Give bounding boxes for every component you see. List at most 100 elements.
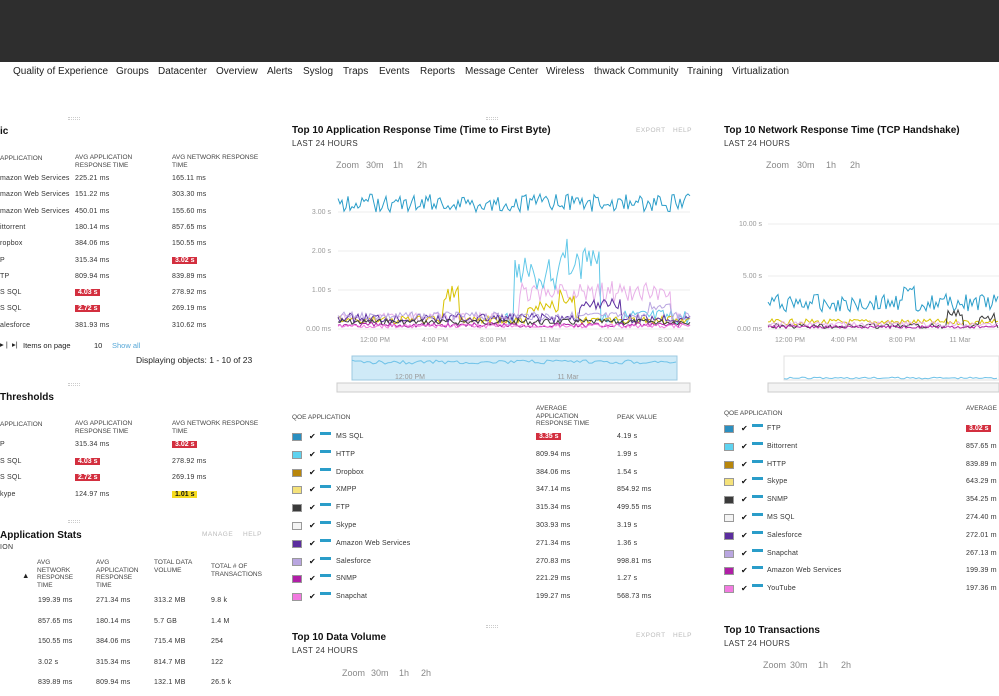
- help-link[interactable]: HELP: [243, 531, 262, 538]
- application-name[interactable]: ittorrent: [0, 223, 26, 231]
- application-name[interactable]: S SQL: [0, 457, 22, 465]
- application-name[interactable]: TP: [0, 272, 10, 280]
- nav-item-syslog[interactable]: Syslog: [303, 66, 334, 77]
- zoom-option[interactable]: 30m: [790, 660, 808, 670]
- column-header[interactable]: AVERAGE: [966, 405, 997, 412]
- application-name[interactable]: S SQL: [0, 474, 22, 481]
- column-header[interactable]: AVERAGE APPLICATION RESPONSE TIME: [536, 405, 590, 427]
- application-name[interactable]: Skype: [767, 478, 788, 486]
- help-link[interactable]: HELP: [673, 127, 692, 134]
- nav-item-alerts[interactable]: Alerts: [267, 66, 293, 77]
- visibility-checkbox[interactable]: ✔: [741, 513, 748, 522]
- visibility-checkbox[interactable]: ✔: [309, 432, 316, 441]
- export-link[interactable]: EXPORT: [636, 632, 666, 639]
- application-name[interactable]: P: [0, 256, 5, 264]
- column-header[interactable]: QOE APPLICATION: [292, 414, 351, 421]
- column-header[interactable]: TOTAL # OF TRANSACTIONS: [211, 563, 262, 578]
- application-name[interactable]: XMPP: [336, 486, 357, 494]
- column-header[interactable]: APPLICATION: [0, 421, 43, 428]
- zoom-1h[interactable]: 1h: [393, 160, 404, 170]
- column-header[interactable]: PEAK VALUE: [617, 414, 657, 421]
- application-name[interactable]: mazon Web Services: [0, 191, 70, 199]
- application-name[interactable]: S SQL: [0, 289, 22, 297]
- visibility-checkbox[interactable]: ✔: [309, 592, 316, 602]
- visibility-checkbox[interactable]: ✔: [309, 503, 316, 513]
- visibility-checkbox[interactable]: ✔: [309, 467, 316, 477]
- nav-item-datacenter[interactable]: Datacenter: [158, 66, 207, 77]
- visibility-checkbox[interactable]: ✔: [309, 574, 316, 584]
- application-name[interactable]: P: [0, 441, 5, 448]
- column-header[interactable]: AVG APPLICATION RESPONSE TIME: [75, 420, 133, 435]
- application-name[interactable]: alesforce: [0, 321, 31, 329]
- drag-handle[interactable]: [486, 117, 498, 120]
- drag-handle[interactable]: [68, 520, 80, 523]
- visibility-checkbox[interactable]: ✔: [741, 441, 748, 451]
- zoom-option[interactable]: 2h: [421, 668, 432, 678]
- application-name[interactable]: SNMP: [336, 575, 358, 583]
- zoom-2h[interactable]: 2h: [417, 160, 428, 170]
- zoom-option[interactable]: 30m: [797, 160, 815, 170]
- application-name[interactable]: SNMP: [767, 496, 789, 504]
- visibility-checkbox[interactable]: ✔: [741, 477, 748, 487]
- application-name[interactable]: Amazon Web Services: [767, 567, 842, 575]
- application-name[interactable]: Snapchat: [336, 593, 368, 601]
- nav-item-thwack-community[interactable]: thwack Community: [594, 66, 679, 77]
- zoom-option[interactable]: 1h: [826, 160, 837, 170]
- page-size-value[interactable]: 10: [94, 341, 103, 350]
- visibility-checkbox[interactable]: ✔: [309, 521, 316, 530]
- column-header[interactable]: AVG NETWORK RESPONSE TIME: [37, 559, 74, 589]
- visibility-checkbox[interactable]: ✔: [741, 424, 748, 433]
- visibility-checkbox[interactable]: ✔: [741, 495, 748, 505]
- visibility-checkbox[interactable]: ✔: [741, 459, 748, 469]
- visibility-checkbox[interactable]: ✔: [741, 584, 748, 594]
- application-name[interactable]: MS SQL: [767, 514, 795, 521]
- visibility-checkbox[interactable]: ✔: [741, 548, 748, 558]
- application-name[interactable]: HTTP: [767, 460, 787, 468]
- column-header[interactable]: AVG NETWORK RESPONSE TIME: [172, 154, 259, 169]
- column-header[interactable]: AVG APPLICATION RESPONSE TIME: [75, 154, 133, 169]
- nav-item-quality-of-experience[interactable]: Quality of Experience: [13, 66, 109, 77]
- drag-handle[interactable]: [68, 117, 80, 120]
- column-header[interactable]: TOTAL DATA VOLUME: [154, 559, 192, 574]
- zoom-option[interactable]: 2h: [841, 660, 852, 670]
- help-link[interactable]: HELP: [673, 632, 692, 639]
- application-name[interactable]: Amazon Web Services: [336, 539, 411, 547]
- zoom-option[interactable]: 30m: [371, 668, 389, 678]
- nav-item-groups[interactable]: Groups: [116, 66, 149, 77]
- nav-item-events[interactable]: Events: [379, 66, 410, 77]
- application-name[interactable]: FTP: [767, 425, 781, 432]
- visibility-checkbox[interactable]: ✔: [309, 556, 316, 566]
- pager-first-icon[interactable]: ▸ |: [0, 340, 8, 349]
- application-name[interactable]: MS SQL: [336, 433, 364, 440]
- nav-item-wireless[interactable]: Wireless: [546, 66, 585, 77]
- application-name[interactable]: mazon Web Services: [0, 207, 70, 215]
- application-name[interactable]: S SQL: [0, 305, 22, 313]
- column-header[interactable]: QOE APPLICATION: [724, 410, 783, 417]
- visibility-checkbox[interactable]: ✔: [309, 538, 316, 548]
- pager-next-icon[interactable]: ▸|: [12, 340, 18, 349]
- visibility-checkbox[interactable]: ✔: [741, 530, 748, 540]
- nav-item-traps[interactable]: Traps: [343, 66, 369, 77]
- visibility-checkbox[interactable]: ✔: [309, 485, 316, 495]
- application-name[interactable]: Bittorrent: [767, 442, 798, 450]
- column-header[interactable]: APPLICATION: [0, 155, 43, 162]
- nav-item-training[interactable]: Training: [687, 66, 723, 77]
- drag-handle[interactable]: [68, 383, 80, 386]
- application-name[interactable]: Dropbox: [336, 468, 364, 476]
- zoom-option[interactable]: 1h: [399, 668, 410, 678]
- zoom-30m[interactable]: 30m: [366, 160, 384, 170]
- application-name[interactable]: Salesforce: [336, 557, 372, 565]
- column-header[interactable]: AVG NETWORK RESPONSE TIME: [172, 420, 259, 435]
- drag-handle[interactable]: [486, 625, 498, 628]
- show-all-link[interactable]: Show all: [112, 341, 141, 350]
- nav-item-virtualization[interactable]: Virtualization: [732, 66, 790, 77]
- application-name[interactable]: Snapchat: [767, 549, 799, 557]
- application-name[interactable]: mazon Web Services: [0, 175, 70, 182]
- visibility-checkbox[interactable]: ✔: [741, 566, 748, 576]
- export-link[interactable]: EXPORT: [636, 127, 666, 134]
- application-name[interactable]: kype: [0, 490, 16, 498]
- application-name[interactable]: Skype: [336, 522, 357, 529]
- nav-item-overview[interactable]: Overview: [216, 66, 258, 77]
- visibility-checkbox[interactable]: ✔: [309, 449, 316, 459]
